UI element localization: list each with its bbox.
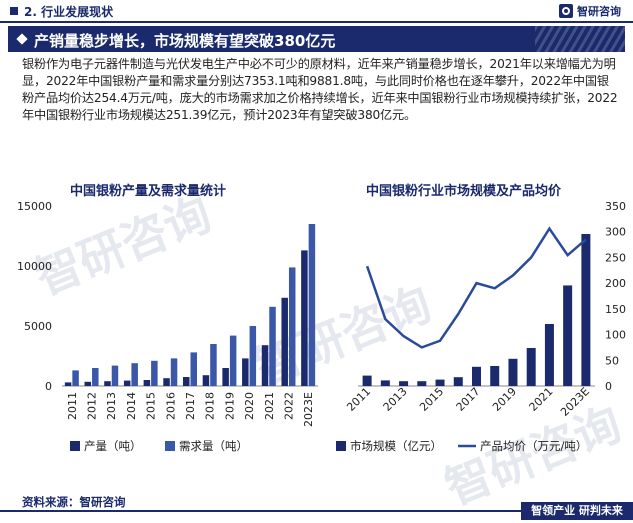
chart1-x-tick-label: 2011: [66, 392, 79, 420]
chart1-bar-demand: [229, 335, 237, 386]
chart1-legend-swatch: [70, 441, 80, 451]
chart1-bar-demand: [288, 267, 296, 386]
section-marker-icon: [10, 7, 18, 15]
chart1-bar-demand: [190, 352, 197, 386]
chart1-bar-demand: [151, 360, 158, 386]
chart1-bar-demand: [269, 306, 276, 386]
logo-icon: [559, 4, 573, 18]
chart2-legend-swatch: [336, 441, 346, 451]
top-bar: 2. 行业发展现状: [0, 0, 633, 23]
chart1-bar-demand: [210, 344, 217, 386]
chart2-y-tick-label: 200: [605, 277, 626, 290]
chart2-y-tick-label: 250: [605, 251, 626, 264]
chart2-bar-market-size: [544, 324, 554, 386]
chart2-y-tick-label: 50: [605, 354, 619, 367]
chart2-y-tick-label: 150: [605, 303, 626, 316]
chart2-bar-market-size: [581, 234, 591, 386]
chart1-x-tick-label: 2012: [86, 392, 99, 420]
chart1-x-tick-label: 2021: [263, 392, 276, 420]
chart1-bar-production: [163, 378, 170, 386]
chart1-bar-production: [202, 375, 210, 386]
chart1-y-tick-label: 15000: [17, 200, 52, 213]
chart2-bar-market-size: [472, 366, 481, 386]
chart1-y-tick-label: 10000: [17, 260, 52, 273]
chart1-x-tick-label: 2017: [184, 392, 197, 420]
chart2-bar-market-size: [508, 358, 518, 386]
chart1-bar-production: [242, 358, 249, 386]
chart1-x-tick-label: 2019: [223, 392, 236, 420]
chart2-bar-market-size: [435, 379, 445, 386]
chart1-bar-production: [123, 380, 131, 386]
chart1-legend-label: 产量（吨）: [84, 439, 142, 453]
banner-stripe-decoration: [535, 26, 625, 52]
chart2-x-tick-label: 2011: [344, 385, 373, 414]
chart1-title: 中国银粉产量及需求量统计: [70, 184, 227, 199]
chart1-x-tick-label: 2015: [145, 392, 158, 420]
chart2-legend-label: 产品均价（万元/吨）: [480, 439, 587, 453]
chart2-bar-market-size: [563, 285, 573, 386]
chart2-title: 中国银粉行业市场规模及产品均价: [366, 184, 562, 199]
chart2-line-avg-price: [365, 226, 587, 349]
chart1-bar-production: [281, 297, 288, 386]
chart1-y-tick-label: 0: [45, 380, 52, 393]
source-note: 资料来源：智研咨询: [22, 495, 126, 509]
chart2-x-tick-label: 2021: [527, 385, 556, 414]
chart2-y-tick-label: 100: [605, 329, 626, 342]
chart1-bar-demand: [308, 224, 316, 386]
chart1-y-tick-label: 5000: [24, 320, 52, 333]
section-title: 2. 行业发展现状: [24, 5, 114, 19]
chart1-bar-production: [301, 250, 308, 386]
summary-paragraph: 银粉作为电子元器件制造与光伏发电生产中必不可少的原材料，近年来产销量稳步增长，2…: [22, 57, 618, 122]
chart1-x-tick-label: 2014: [125, 392, 138, 420]
banner-title: 产销量稳步增长，市场规模有望突破380亿元: [34, 32, 336, 50]
brand-logo: 智研咨询: [559, 3, 621, 19]
chart1-x-tick-label: 2022: [282, 392, 295, 420]
chart2-x-tick-label: 2013: [381, 385, 410, 414]
chart2-bar-market-size: [380, 380, 390, 386]
chart1-bar-demand: [92, 368, 99, 386]
chart1-bar-production: [104, 381, 111, 386]
chart1-bar-production: [222, 368, 229, 386]
chart1-bar-demand: [111, 365, 119, 386]
chart2-bar-market-size: [417, 381, 427, 386]
chart2-bar-market-size: [490, 366, 500, 386]
chart1-bar-production: [84, 381, 92, 386]
footer-tag: 智领产业 研判未来: [521, 502, 633, 520]
chart1-legend-label: 需求量（吨）: [179, 439, 248, 453]
chart1-bar-demand: [249, 326, 257, 386]
chart2-x-tick-label: 2015: [417, 385, 446, 414]
chart2-legend-label: 市场规模（亿元）: [350, 439, 442, 453]
chart2-x-tick-label: 2023E: [558, 385, 592, 419]
header-divider: [0, 21, 633, 23]
chart1-x-tick-label: 2023E: [302, 392, 315, 427]
chart1-legend-swatch: [165, 441, 175, 451]
chart1-x-tick-label: 2016: [164, 392, 177, 420]
headline-banner: 产销量稳步增长，市场规模有望突破380亿元: [8, 26, 625, 52]
chart2-y-tick-label: 0: [605, 380, 612, 393]
chart1-bar-production: [143, 380, 151, 386]
chart1-bar-demand: [170, 358, 178, 386]
chart1-bar-production: [183, 377, 190, 386]
logo-text: 智研咨询: [577, 5, 621, 18]
chart2-y-tick-label: 350: [605, 200, 626, 213]
chart2-bar-market-size: [399, 381, 409, 386]
chart2-x-tick-label: 2019: [490, 385, 519, 414]
footer-divider: [0, 510, 633, 512]
chart1-bar-demand: [131, 363, 138, 386]
chart2-y-tick-label: 300: [605, 226, 626, 239]
chart2-bar-market-size: [362, 375, 372, 386]
chart1-x-tick-label: 2020: [243, 392, 256, 420]
chart2-bar-market-size: [453, 377, 463, 386]
chart1-x-tick-label: 2013: [105, 392, 118, 420]
chart1-x-tick-label: 2018: [204, 392, 217, 420]
chart1-bar-production: [64, 382, 72, 386]
chart1-bar-production: [261, 345, 269, 386]
chart2-bar-market-size: [526, 348, 536, 386]
chart2-x-tick-label: 2017: [454, 385, 483, 414]
chart1-bar-demand: [72, 370, 79, 386]
